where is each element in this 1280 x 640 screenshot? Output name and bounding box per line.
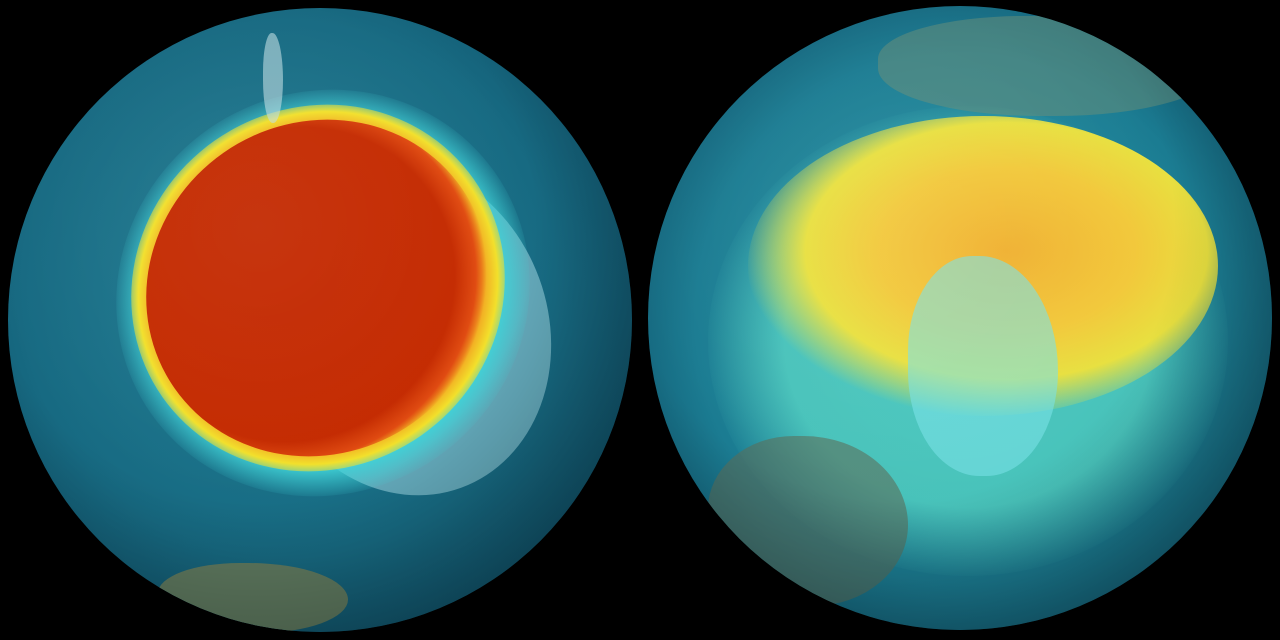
- greenland: [908, 256, 1058, 476]
- globe-shading: [648, 6, 1272, 630]
- south-pole-globe: [8, 8, 632, 632]
- globe-shading: [8, 8, 632, 632]
- eurasia-edge: [878, 16, 1218, 116]
- north-america-edge: [708, 436, 908, 606]
- north-pole-globe: [648, 6, 1272, 630]
- south-america-tip: [263, 33, 283, 123]
- australia-edge: [158, 563, 348, 632]
